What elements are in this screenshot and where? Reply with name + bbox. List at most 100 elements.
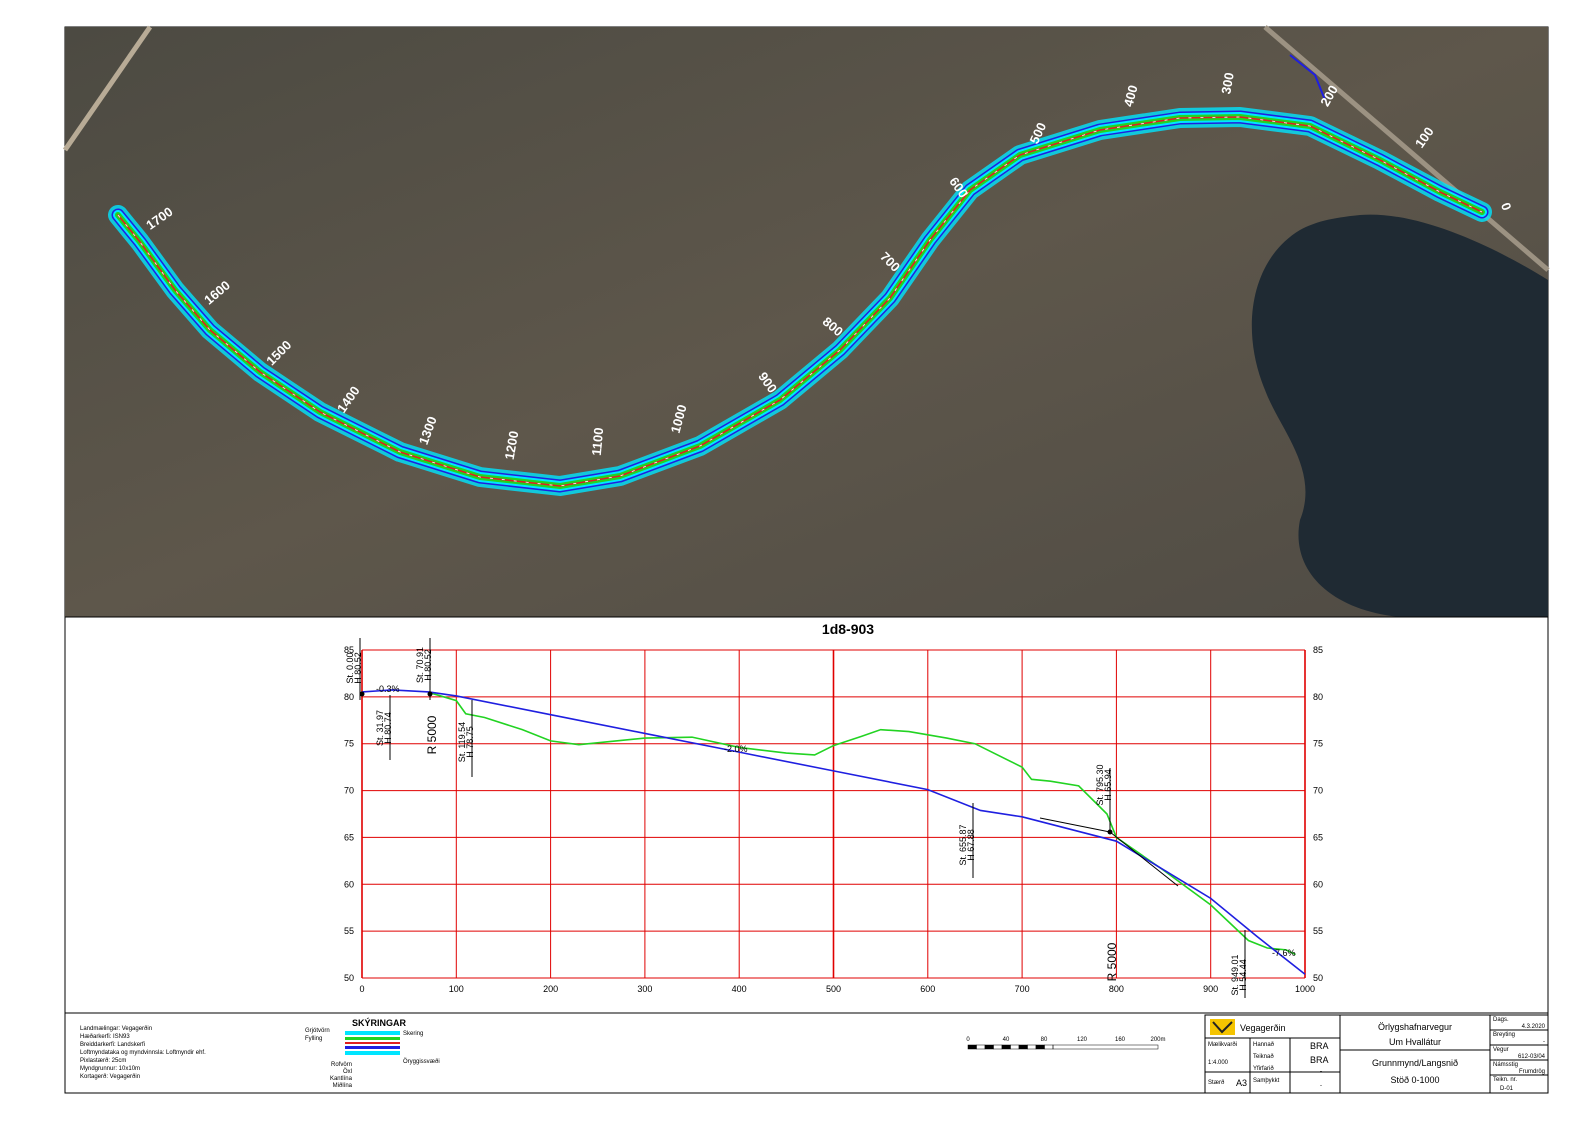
tb-checked: - — [1320, 1069, 1322, 1075]
tangent — [1039, 817, 1111, 833]
boundary — [1289, 54, 1326, 101]
scale-label: 80 — [1041, 1037, 1048, 1043]
tb-size: A3 — [1236, 1078, 1247, 1088]
tb-approved-label: Samþykkt — [1253, 1078, 1280, 1084]
legend-item: Öxl — [343, 1068, 352, 1075]
tb-section: Um Hvallátur — [1389, 1037, 1441, 1047]
tangent — [1109, 831, 1179, 887]
note: Kortagerð: Vegagerðin — [80, 1073, 140, 1080]
legend-swatch — [345, 1042, 400, 1044]
y-tick-label-right: 85 — [1313, 645, 1323, 655]
station-label: 400 — [1121, 83, 1141, 108]
scale-segment — [1044, 1044, 1054, 1050]
tb-road: Örlygshafnarvegur — [1378, 1022, 1452, 1032]
station-annotation: St. 31.97 — [375, 710, 385, 746]
legend-item: Rofvörn — [331, 1062, 352, 1068]
y-tick-label: 70 — [344, 786, 354, 796]
station-annotation: St. 949.01 — [1230, 954, 1240, 995]
station-annotation: H 78.75 — [465, 726, 475, 758]
x-tick-label: 100 — [449, 984, 464, 994]
existing-road — [1263, 25, 1550, 272]
logo — [1210, 1019, 1235, 1035]
y-tick-label: 65 — [344, 832, 354, 842]
station-label: 1100 — [589, 427, 606, 456]
station-annotation: H 67.88 — [966, 829, 976, 861]
note: Pixlastærð: 25cm — [80, 1057, 126, 1064]
tb-range: Stöð 0-1000 — [1390, 1075, 1439, 1085]
tb-scale: 1:4.000 — [1208, 1060, 1229, 1066]
station-annotation: H 54.44 — [1238, 959, 1248, 991]
aerial-photo: 0100200300400500600700800900100011001200… — [62, 25, 1550, 617]
station-annotation: H 80.52 — [423, 649, 433, 681]
y-tick-label-right: 75 — [1313, 739, 1323, 749]
legend-item: Kantlína — [330, 1076, 353, 1082]
scale-bar: 0 40 80 120 160 200m — [966, 1037, 1166, 1050]
note: Hæðarkerfi: ISN93 — [80, 1033, 130, 1040]
y-tick-label: 50 — [344, 973, 354, 983]
profile-title: 1d8-903 — [822, 621, 874, 637]
scale-segment — [1027, 1044, 1037, 1050]
station-annotation: St. 119.54 — [457, 722, 467, 762]
logo-mark — [1212, 1021, 1233, 1034]
station-annotation: St. 655.87 — [958, 824, 968, 865]
profile-line — [361, 689, 1306, 975]
tb-rev: - — [1543, 1039, 1545, 1045]
road-alignment — [108, 107, 1492, 496]
legend-item: Öryggissvæði — [403, 1058, 440, 1065]
y-tick-label: 75 — [344, 739, 354, 749]
x-tick-label: 600 — [920, 984, 935, 994]
tb-drawn: BRA — [1310, 1055, 1329, 1065]
tb-stage: Frumdrög — [1519, 1069, 1545, 1075]
x-tick-label: 700 — [1015, 984, 1030, 994]
y-tick-label-right: 55 — [1313, 926, 1323, 936]
x-tick-label: 0 — [359, 984, 364, 994]
tb-stage-label: Námsstig — [1493, 1062, 1518, 1068]
tb-designed: BRA — [1310, 1041, 1329, 1051]
station-annotation: St. 0.00 — [345, 652, 355, 683]
tb-drawing-label: Teikn. nr. — [1493, 1077, 1517, 1083]
x-tick-label: 400 — [732, 984, 747, 994]
tb-date: 4.3.2020 — [1522, 1024, 1546, 1030]
x-tick-label: 200 — [543, 984, 558, 994]
note: Landmælingar: Vegagerðin — [80, 1025, 152, 1032]
curve-label: R 5000 — [1105, 942, 1119, 981]
legend-item: Skering — [403, 1031, 423, 1037]
profile-chart: 50 50 55 55 60 60 65 65 70 70 75 75 80 80 85 85 0 100 200 3… — [344, 638, 1323, 998]
station-label: 1200 — [502, 430, 522, 461]
legend: SKÝRINGAR Grjótvörn Fylling Skering Rofvörn… — [305, 1017, 440, 1089]
tb-drawn-label: Teiknað — [1253, 1053, 1274, 1060]
x-tick-label: 500 — [826, 984, 841, 994]
tb-road-no: 612-03/04 — [1518, 1054, 1546, 1060]
y-tick-label-right: 50 — [1313, 973, 1323, 983]
scale-label: 200m — [1150, 1037, 1165, 1043]
legend-swatch — [345, 1051, 400, 1055]
y-tick-label: 85 — [344, 645, 354, 655]
tb-road-label: Vegur — [1493, 1047, 1509, 1053]
tb-org: Vegagerðin — [1240, 1023, 1286, 1033]
y-tick-label: 55 — [344, 926, 354, 936]
tb-approved: - — [1320, 1083, 1322, 1089]
scale-label: 160 — [1115, 1037, 1126, 1043]
scale-segment — [1035, 1044, 1045, 1050]
scale-label: 0 — [966, 1037, 970, 1043]
scale-segment — [1010, 1044, 1020, 1050]
tb-designed-label: Hannað — [1253, 1041, 1275, 1048]
station-annotation: H 65.94 — [1103, 769, 1113, 801]
y-tick-label: 60 — [344, 879, 354, 889]
station-labels: 0100200300400500600700800900100011001200… — [143, 71, 1514, 461]
centerline-dash — [117, 116, 1483, 487]
scale-label: 40 — [1003, 1037, 1010, 1043]
x-tick-label: 800 — [1109, 984, 1124, 994]
x-tick-label: 300 — [637, 984, 652, 994]
legend-item: Fylling — [305, 1036, 322, 1042]
legend-item: Grjótvörn — [305, 1028, 330, 1034]
station-label: 300 — [1218, 71, 1237, 95]
station-annotation: St. 70.91 — [415, 647, 425, 683]
note: Breiddarkerfi: Landskerfi — [80, 1042, 145, 1048]
pvi-point — [359, 691, 365, 697]
scale-segment — [1001, 1044, 1011, 1050]
tb-sheet-title: Grunnmynd/Langsnið — [1372, 1058, 1458, 1068]
scale-segment — [976, 1044, 986, 1050]
